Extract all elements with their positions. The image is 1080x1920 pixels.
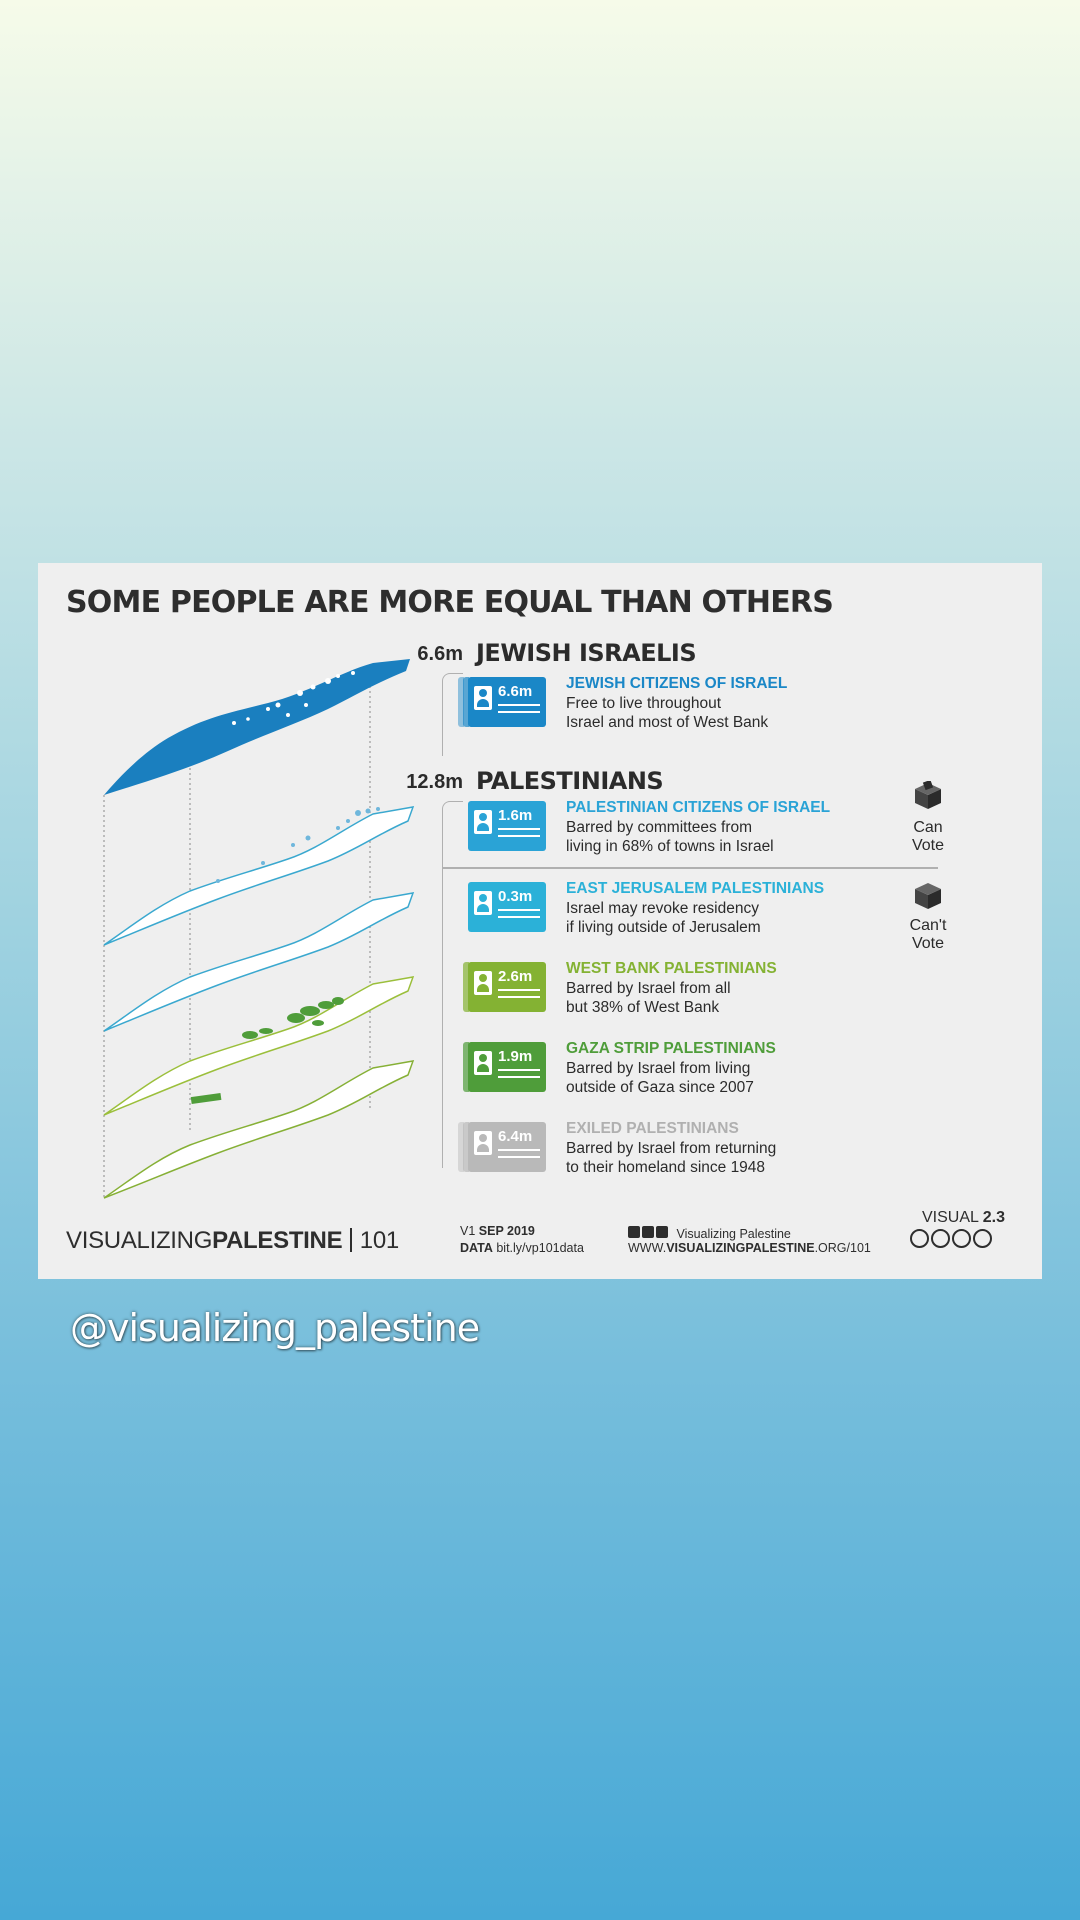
- row-desc-line2: but 38% of West Bank: [566, 999, 720, 1016]
- visual-label: VISUAL: [922, 1209, 979, 1226]
- site-bold: VISUALIZINGPALESTINE: [666, 1241, 815, 1255]
- row-desc-line2: outside of Gaza since 2007: [566, 1079, 754, 1096]
- group-bracket-palestinians: [442, 801, 463, 1168]
- vote-divider: [442, 867, 938, 869]
- vote-line2: Vote: [911, 837, 945, 854]
- row-desc-line1: Barred by Israel from living: [566, 1060, 751, 1077]
- id-card-person-icon: [474, 891, 492, 915]
- badge-value: 6.6m: [498, 683, 533, 700]
- map-layer-west-bank: [103, 976, 415, 1116]
- infographic-title: SOME PEOPLE ARE MORE EQUAL THAN OTHERS: [66, 585, 834, 620]
- row-desc-line1: Barred by Israel from all: [566, 980, 731, 997]
- creative-commons-icons: [910, 1229, 994, 1253]
- website-line: WWW.VISUALIZINGPALESTINE.ORG/101: [628, 1241, 871, 1255]
- row-west-bank: 2.6m WEST BANK PALESTINIANS Barred by Is…: [38, 960, 1042, 1020]
- version-line: V1 SEP 2019: [460, 1224, 535, 1238]
- row-heading: GAZA STRIP PALESTINIANS: [566, 1040, 776, 1057]
- brand-bold: PALESTINE: [212, 1227, 343, 1254]
- group-total: 6.6m: [417, 643, 463, 665]
- row-desc-line2: Israel and most of West Bank: [566, 714, 769, 731]
- cc-icon: [910, 1229, 929, 1248]
- id-card-person-icon: [474, 810, 492, 834]
- group-label: JEWISH ISRAELIS: [476, 639, 697, 667]
- badge-value: 0.3m: [498, 888, 533, 905]
- population-badge: 6.4m: [458, 1122, 546, 1172]
- ballot-box-closed-icon: [915, 883, 941, 909]
- row-desc-line1: Free to live throughout: [566, 695, 722, 712]
- vote-line1: Can: [913, 819, 943, 836]
- data-source-line: DATA bit.ly/vp101data: [460, 1241, 584, 1255]
- row-heading: PALESTINIAN CITIZENS OF ISRAEL: [566, 799, 831, 816]
- id-card-person-icon: [474, 971, 492, 995]
- site-suffix: .ORG/101: [814, 1241, 871, 1255]
- vote-line2: Vote: [911, 935, 945, 952]
- group-jewish-israelis: 6.6m JEWISH ISRAELIS: [398, 639, 944, 669]
- version-date: SEP 2019: [478, 1224, 535, 1238]
- can-vote-indicator: Can Vote: [893, 781, 963, 855]
- map-layer-gaza: [103, 1060, 415, 1199]
- row-gaza-strip: 1.9m GAZA STRIP PALESTINIANS Barred by I…: [38, 1040, 1042, 1100]
- vote-line1: Can't: [909, 917, 947, 934]
- site-prefix: WWW.: [628, 1241, 667, 1255]
- brand-number: 101: [359, 1227, 399, 1254]
- group-label: PALESTINIANS: [476, 767, 664, 795]
- version-prefix: V1: [460, 1224, 476, 1238]
- badge-value: 6.4m: [498, 1128, 533, 1145]
- visual-number: VISUAL 2.3: [922, 1209, 1005, 1227]
- population-badge: 1.9m: [463, 1042, 546, 1092]
- row-exiled: 6.4m EXILED PALESTINIANS Barred by Israe…: [38, 1120, 1042, 1180]
- row-desc-line2: if living outside of Jerusalem: [566, 919, 761, 936]
- brand-logo: VISUALIZINGPALESTINE 101: [66, 1227, 399, 1255]
- social-name: Visualizing Palestine: [676, 1227, 791, 1241]
- nd-icon: [973, 1229, 992, 1248]
- row-desc-line1: Israel may revoke residency: [566, 900, 759, 917]
- palestinian-towns: [216, 807, 380, 883]
- badge-value: 1.6m: [498, 807, 533, 824]
- row-heading: EAST JERUSALEM PALESTINIANS: [566, 880, 825, 897]
- stacked-map-layers: [103, 659, 415, 1199]
- data-label: DATA: [460, 1241, 493, 1255]
- row-jewish-citizens: 6.6m JEWISH CITIZENS OF ISRAEL Free to l…: [38, 675, 1042, 735]
- row-heading: WEST BANK PALESTINIANS: [566, 960, 777, 977]
- population-badge: 2.6m: [463, 962, 546, 1012]
- badge-value: 1.9m: [498, 1048, 533, 1065]
- map-layer-east-jerusalem: [103, 892, 415, 1032]
- row-desc-line1: Barred by committees from: [566, 819, 753, 836]
- row-east-jerusalem: 0.3m EAST JERUSALEM PALESTINIANS Israel …: [38, 880, 1042, 940]
- infographic-card: SOME PEOPLE ARE MORE EQUAL THAN OTHERS: [38, 563, 1042, 1279]
- west-bank-areas: [242, 997, 344, 1039]
- group-palestinians: 12.8m PALESTINIANS: [398, 767, 944, 797]
- twitter-icon: [642, 1226, 654, 1238]
- brand-light: VISUALIZING: [66, 1227, 213, 1254]
- population-badge: 1.6m: [468, 801, 546, 851]
- row-heading: JEWISH CITIZENS OF ISRAEL: [566, 675, 788, 692]
- map-layer-palestinian-citizens: [103, 806, 415, 946]
- group-total: 12.8m: [406, 771, 463, 793]
- ballot-box-icon: [915, 781, 941, 809]
- id-card-person-icon: [474, 686, 492, 710]
- gaza-strip-mark: [190, 1092, 222, 1105]
- map-layer-holes: [232, 671, 355, 725]
- row-desc-line2: living in 68% of towns in Israel: [566, 838, 774, 855]
- account-handle: @visualizing_palestine: [70, 1306, 480, 1350]
- row-desc-line2: to their homeland since 1948: [566, 1159, 766, 1176]
- cant-vote-indicator: Can't Vote: [893, 883, 963, 953]
- nc-icon: [952, 1229, 971, 1248]
- visual-num: 2.3: [982, 1209, 1006, 1226]
- map-layer-jewish-israelis: [104, 659, 410, 795]
- row-desc-line1: Barred by Israel from returning: [566, 1140, 777, 1157]
- population-badge: 0.3m: [468, 882, 546, 932]
- instagram-icon: [628, 1226, 640, 1238]
- id-card-blank-icon: [474, 1131, 492, 1155]
- badge-value: 2.6m: [498, 968, 533, 985]
- row-palestinian-citizens: 1.6m PALESTINIAN CITIZENS OF ISRAEL Barr…: [38, 799, 1042, 859]
- social-icons: Visualizing Palestine: [628, 1223, 791, 1241]
- row-heading: EXILED PALESTINIANS: [566, 1120, 739, 1137]
- by-icon: [931, 1229, 950, 1248]
- population-badge: 6.6m: [458, 677, 546, 727]
- facebook-icon: [656, 1226, 668, 1238]
- data-link: bit.ly/vp101data: [496, 1241, 584, 1255]
- group-bracket-jewish: [442, 673, 463, 756]
- id-card-person-icon: [474, 1051, 492, 1075]
